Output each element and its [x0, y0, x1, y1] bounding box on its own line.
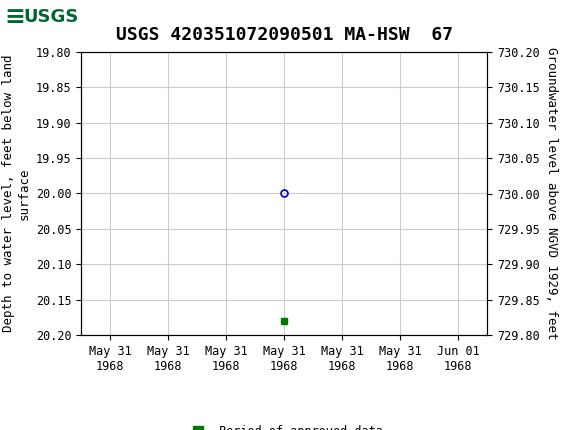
Bar [3, 3, 78, 32]
Y-axis label: Groundwater level above NGVD 1929, feet: Groundwater level above NGVD 1929, feet [545, 47, 558, 340]
Text: USGS: USGS [23, 8, 78, 26]
Legend: Period of approved data: Period of approved data [181, 421, 387, 430]
Y-axis label: Depth to water level, feet below land
surface: Depth to water level, feet below land su… [2, 55, 30, 332]
Title: USGS 420351072090501 MA-HSW  67: USGS 420351072090501 MA-HSW 67 [115, 27, 453, 44]
Text: ≡: ≡ [5, 5, 26, 29]
